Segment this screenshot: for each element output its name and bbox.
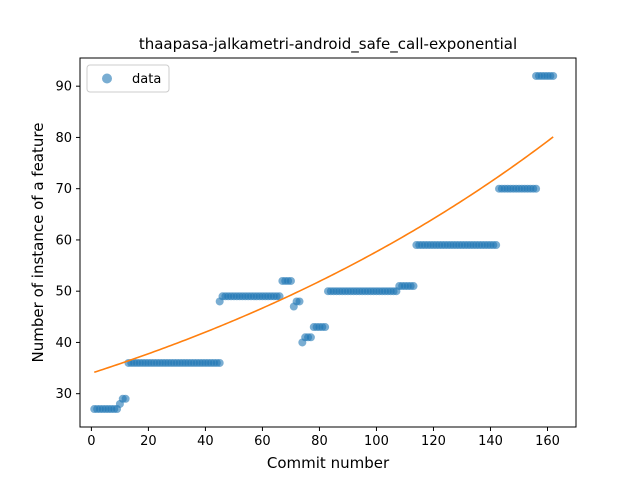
y-tick-label: 80 bbox=[55, 131, 72, 146]
y-tick-label: 30 bbox=[55, 387, 72, 402]
x-axis: 0 20 40 60 80 100 120 140 160 bbox=[87, 427, 560, 449]
data-point bbox=[295, 297, 304, 306]
fit-line bbox=[94, 136, 554, 374]
y-tick-label: 70 bbox=[55, 182, 72, 197]
legend: data bbox=[86, 64, 170, 93]
x-axis-label: Commit number bbox=[267, 454, 390, 472]
legend-box bbox=[86, 64, 170, 93]
x-tick-label: 80 bbox=[311, 434, 328, 449]
x-tick-label: 120 bbox=[421, 434, 446, 449]
x-tick-label: 20 bbox=[140, 434, 157, 449]
data-point bbox=[121, 394, 130, 403]
data-point bbox=[549, 71, 558, 80]
y-tick-label: 40 bbox=[55, 336, 72, 351]
x-tick-label: 40 bbox=[197, 434, 214, 449]
data-point bbox=[306, 333, 315, 342]
data-point bbox=[321, 323, 330, 332]
x-tick-label: 140 bbox=[478, 434, 503, 449]
plot-area bbox=[90, 71, 558, 414]
data-point bbox=[215, 358, 224, 367]
x-tick-label: 100 bbox=[364, 434, 389, 449]
y-axis: 30 40 50 60 70 80 90 bbox=[55, 80, 80, 402]
y-tick-label: 50 bbox=[55, 285, 72, 300]
data-point bbox=[532, 184, 541, 193]
axes-frame bbox=[79, 57, 577, 428]
y-tick-label: 60 bbox=[55, 233, 72, 248]
legend-marker-data bbox=[102, 73, 112, 84]
data-point bbox=[286, 276, 295, 285]
x-tick-label: 160 bbox=[535, 434, 560, 449]
chart-title: thaapasa-jalkametri-android_safe_call-ex… bbox=[139, 35, 517, 54]
legend-label-data: data bbox=[132, 72, 161, 87]
y-tick-label: 90 bbox=[55, 80, 72, 95]
data-point bbox=[275, 292, 284, 301]
data-point bbox=[492, 241, 501, 250]
x-tick-label: 0 bbox=[87, 434, 95, 449]
data-point bbox=[409, 282, 418, 291]
y-axis-label: Number of instance of a feature bbox=[29, 123, 47, 363]
x-tick-label: 60 bbox=[254, 434, 271, 449]
